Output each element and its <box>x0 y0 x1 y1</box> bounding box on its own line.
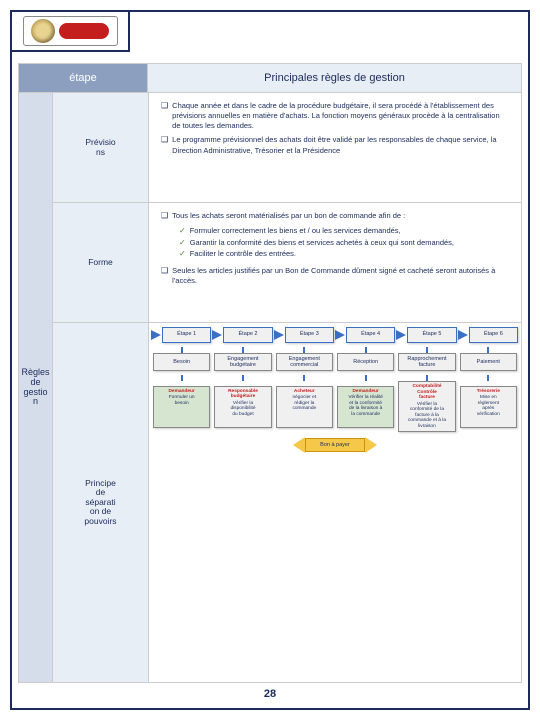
sub-bullet-text: Garantir la conformité des biens et serv… <box>190 238 454 249</box>
bon-a-payer-label: Bon à payer <box>305 438 365 452</box>
resp-title: Comptabilité Contrôle facture <box>412 384 441 401</box>
page-number: 28 <box>12 688 528 700</box>
logo <box>23 16 118 46</box>
content-column: ❑Chaque année et dans le cadre de la pro… <box>148 93 522 683</box>
check-icon: ✓ <box>179 238 186 249</box>
act-box: Engagement commercial <box>276 353 333 371</box>
step-box: Étape 6 <box>469 327 518 343</box>
resp-desc: Vérifier la réalité et la conformité de … <box>348 395 383 417</box>
brand-pill-icon <box>59 23 109 39</box>
bullet: ❑Le programme prévisionnel des achats do… <box>161 135 509 155</box>
sub-bullet: ✓ Garantir la conformité des biens et ser… <box>179 238 509 249</box>
bullet: ❑Seules les articles justifiés par un Bo… <box>161 266 509 286</box>
resp-title: Demandeur <box>352 389 378 395</box>
row-group-text: Règles de gestio n <box>19 366 51 410</box>
sub-bullet: ✓ Formuler correctement les biens et / ou… <box>179 226 509 237</box>
arrow-right-icon <box>396 330 406 340</box>
step-box: Étape 5 <box>407 327 456 343</box>
act-box: Réception <box>337 353 394 371</box>
resp-box: Acheteurnégocier et rédiger la commande <box>276 386 333 428</box>
resp-box: Comptabilité Contrôle factureVérifier la… <box>398 381 455 432</box>
header-etape: étape <box>18 63 148 93</box>
flow-acts-row: Besoin Engagement budgétaire Engagement … <box>151 353 519 371</box>
page-frame: étape Principales règles de gestion Règl… <box>10 10 530 710</box>
stage-label: Forme <box>85 255 116 270</box>
bullet-text: Le programme prévisionnel des achats doi… <box>172 135 509 155</box>
act-box: Paiement <box>460 353 517 371</box>
step-box: Étape 2 <box>223 327 272 343</box>
bon-a-payer-arrow: Bon à payer <box>290 436 380 454</box>
stage-separation: Principe de séparati on de pouvoirs <box>52 323 148 683</box>
stage-label: Principe de séparati on de pouvoirs <box>81 476 119 529</box>
resp-desc: Mise en règlement après vérification <box>477 395 500 417</box>
arrow-right-icon <box>458 330 468 340</box>
header-rules: Principales règles de gestion <box>148 63 522 93</box>
arrow-right-icon <box>212 330 222 340</box>
resp-box: DemandeurVérifier la réalité et la confo… <box>337 386 394 428</box>
table-body: Règles de gestio n Prévisio ns Forme Pri… <box>18 93 522 683</box>
flow-steps-row: Étape 1 Étape 2 Étape 3 Étape 4 Étape 5 … <box>151 327 519 343</box>
sub-bullet: ✓ Faciliter le contrôle des entrées. <box>179 249 509 260</box>
cell-forme: ❑ Tous les achats seront matérialisés par… <box>148 203 522 323</box>
resp-box: Responsable budgétaireVérifier la dispon… <box>214 386 271 428</box>
resp-desc: Vérifier la conformité de la facture à l… <box>408 402 446 430</box>
bullet-text: Seules les articles justifiés par un Bon… <box>172 266 509 286</box>
square-bullet-icon: ❑ <box>161 135 168 155</box>
act-box: Rapprochement facture <box>398 353 455 371</box>
arrow-right-icon <box>274 330 284 340</box>
resp-box: DemandeurFormuler un besoin <box>153 386 210 428</box>
resp-title: Responsable budgétaire <box>228 389 258 400</box>
globe-icon <box>31 19 55 43</box>
act-box: Besoin <box>153 353 210 371</box>
cell-previsions: ❑Chaque année et dans le cadre de la pro… <box>148 93 522 203</box>
step-box: Étape 4 <box>346 327 395 343</box>
bullet: ❑Chaque année et dans le cadre de la pro… <box>161 101 509 131</box>
cell-flowchart: Étape 1 Étape 2 Étape 3 Étape 4 Étape 5 … <box>148 323 522 683</box>
square-bullet-icon: ❑ <box>161 266 168 286</box>
step-box: Étape 1 <box>162 327 211 343</box>
stage-column: Prévisio ns Forme Principe de séparati o… <box>52 93 148 683</box>
bullet: ❑ Tous les achats seront matérialisés par… <box>161 211 509 222</box>
square-bullet-icon: ❑ <box>161 101 168 131</box>
logo-box <box>10 10 130 52</box>
resp-title: Trésorerie <box>477 389 500 395</box>
row-group-label: Règles de gestio n <box>18 93 52 683</box>
square-bullet-icon: ❑ <box>161 211 168 222</box>
stage-previsions: Prévisio ns <box>52 93 148 203</box>
resp-title: Demandeur <box>168 389 194 395</box>
arrow-right-icon <box>335 330 345 340</box>
step-box: Étape 3 <box>285 327 334 343</box>
stage-label: Prévisio ns <box>82 135 118 160</box>
bullet-text: Tous les achats seront matérialisés par … <box>172 211 405 222</box>
resp-desc: Vérifier la disponibilité du budget <box>230 401 255 418</box>
bullet-text: Chaque année et dans le cadre de la proc… <box>172 101 509 131</box>
sub-bullet-text: Faciliter le contrôle des entrées. <box>190 249 296 260</box>
check-icon: ✓ <box>179 226 186 237</box>
main-table: étape Principales règles de gestion Règl… <box>18 63 522 683</box>
resp-title: Acheteur <box>294 389 315 395</box>
arrow-right-icon <box>151 330 161 340</box>
act-box: Engagement budgétaire <box>214 353 271 371</box>
resp-desc: Formuler un besoin <box>169 395 195 406</box>
resp-box: TrésorerieMise en règlement après vérifi… <box>460 386 517 428</box>
sub-bullet-text: Formuler correctement les biens et / ou … <box>190 226 401 237</box>
resp-desc: négocier et rédiger la commande <box>292 395 316 412</box>
check-icon: ✓ <box>179 249 186 260</box>
flow-resp-row: DemandeurFormuler un besoinResponsable b… <box>151 381 519 432</box>
table-header: étape Principales règles de gestion <box>18 63 522 93</box>
stage-forme: Forme <box>52 203 148 323</box>
